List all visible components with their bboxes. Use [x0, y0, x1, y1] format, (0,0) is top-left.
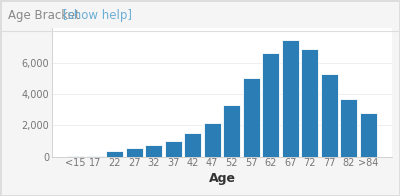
Bar: [68, 156, 84, 157]
Bar: [360, 113, 376, 157]
X-axis label: Age: Age: [208, 172, 236, 185]
Bar: [146, 145, 162, 157]
Bar: [340, 99, 357, 157]
Bar: [262, 54, 279, 157]
Text: [show help]: [show help]: [63, 9, 132, 22]
Bar: [243, 78, 260, 157]
Bar: [87, 156, 104, 157]
Bar: [184, 132, 201, 157]
Text: Age Bracket: Age Bracket: [8, 9, 84, 22]
Bar: [165, 141, 182, 157]
Bar: [321, 74, 338, 157]
Bar: [204, 123, 220, 157]
Bar: [224, 105, 240, 157]
Bar: [106, 151, 123, 157]
Bar: [126, 148, 142, 157]
Bar: [282, 40, 298, 157]
Bar: [302, 49, 318, 157]
